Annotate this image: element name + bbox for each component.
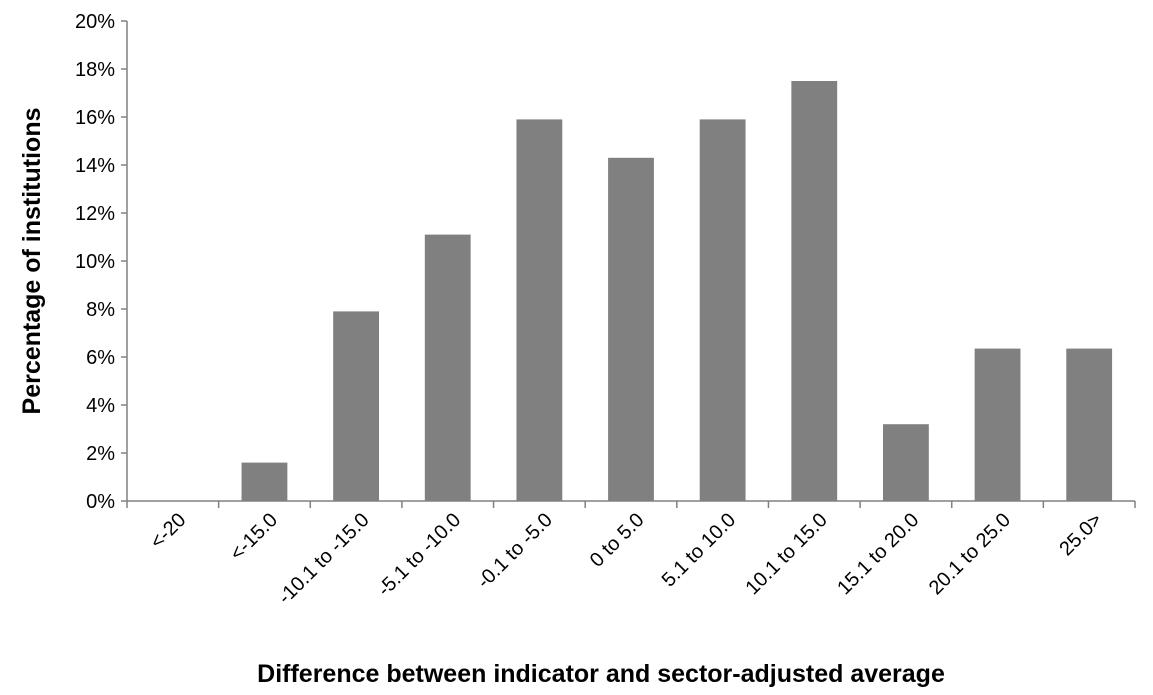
y-tick-label: 0% (86, 491, 115, 513)
y-tick-label: 4% (86, 395, 115, 417)
y-tick-label: 8% (86, 299, 115, 321)
x-tick-label: 10.1 to 15.0 (742, 509, 832, 599)
y-axis-ticks: 0% 2% 4% 6% 8% 10% 12% 14% 16% 18% 20% (75, 11, 127, 513)
bar (974, 348, 1021, 501)
bar (1066, 348, 1113, 501)
y-tick-label: 18% (75, 59, 115, 81)
y-tick-label: 20% (75, 11, 115, 33)
x-tick-label: -10.1 to -15.0 (274, 509, 374, 609)
bar (608, 157, 654, 502)
y-tick-label: 6% (86, 347, 115, 369)
y-tick-label: 14% (75, 155, 115, 177)
x-tick-label: 15.1 to 20.0 (833, 509, 923, 599)
bar (241, 462, 288, 501)
x-axis-ticks: <-20 <-15.0-10.1 to -15.0 -5.1 to -10.0 -0.… (126, 501, 1136, 609)
y-tick-label: 12% (75, 203, 115, 225)
x-tick-label: 20.1 to 25.0 (925, 509, 1015, 599)
bar (791, 81, 838, 501)
x-axis-title: Difference between indicator and sector-… (257, 660, 945, 688)
x-tick-label: 25.0> (1055, 509, 1106, 560)
bar (699, 119, 746, 502)
bars (241, 81, 1113, 502)
bar (424, 234, 471, 501)
x-tick-label: <-20 (146, 509, 190, 553)
x-tick-label: 5.1 to 10.0 (658, 509, 740, 591)
y-tick-label: 2% (86, 443, 115, 465)
x-tick-label: <-15.0 (226, 509, 282, 565)
x-tick-label: -5.1 to -10.0 (373, 509, 465, 601)
bar (883, 424, 929, 501)
x-tick-label: 0 to 5.0 (586, 509, 649, 572)
bar (516, 119, 563, 502)
bar (333, 311, 379, 501)
y-tick-label: 10% (75, 251, 115, 273)
x-tick-label: -0.1 to -5.0 (473, 509, 557, 593)
y-tick-label: 16% (75, 107, 115, 129)
y-axis-title: Percentage of institutions (18, 108, 46, 415)
